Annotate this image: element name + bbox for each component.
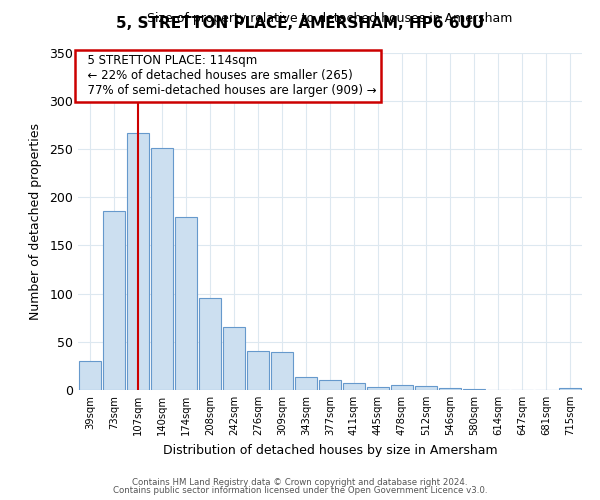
Bar bbox=[463, 389, 485, 390]
Bar bbox=[127, 132, 149, 390]
Text: 5, STRETTON PLACE, AMERSHAM, HP6 6UU: 5, STRETTON PLACE, AMERSHAM, HP6 6UU bbox=[116, 16, 484, 31]
X-axis label: Distribution of detached houses by size in Amersham: Distribution of detached houses by size … bbox=[163, 444, 497, 456]
Bar bbox=[271, 352, 293, 390]
Bar bbox=[103, 210, 125, 390]
Bar bbox=[415, 386, 437, 390]
Bar bbox=[295, 376, 317, 390]
Bar bbox=[151, 148, 173, 390]
Text: Contains public sector information licensed under the Open Government Licence v3: Contains public sector information licen… bbox=[113, 486, 487, 495]
Bar bbox=[343, 383, 365, 390]
Bar bbox=[175, 218, 197, 390]
Text: Contains HM Land Registry data © Crown copyright and database right 2024.: Contains HM Land Registry data © Crown c… bbox=[132, 478, 468, 487]
Bar bbox=[319, 380, 341, 390]
Bar bbox=[391, 385, 413, 390]
Bar bbox=[367, 387, 389, 390]
Bar bbox=[559, 388, 581, 390]
Bar bbox=[199, 298, 221, 390]
Bar bbox=[223, 328, 245, 390]
Y-axis label: Number of detached properties: Number of detached properties bbox=[29, 122, 43, 320]
Text: 5 STRETTON PLACE: 114sqm
  ← 22% of detached houses are smaller (265)
  77% of s: 5 STRETTON PLACE: 114sqm ← 22% of detach… bbox=[80, 54, 377, 98]
Bar bbox=[247, 352, 269, 390]
Title: Size of property relative to detached houses in Amersham: Size of property relative to detached ho… bbox=[148, 12, 512, 25]
Bar bbox=[439, 388, 461, 390]
Bar bbox=[79, 361, 101, 390]
